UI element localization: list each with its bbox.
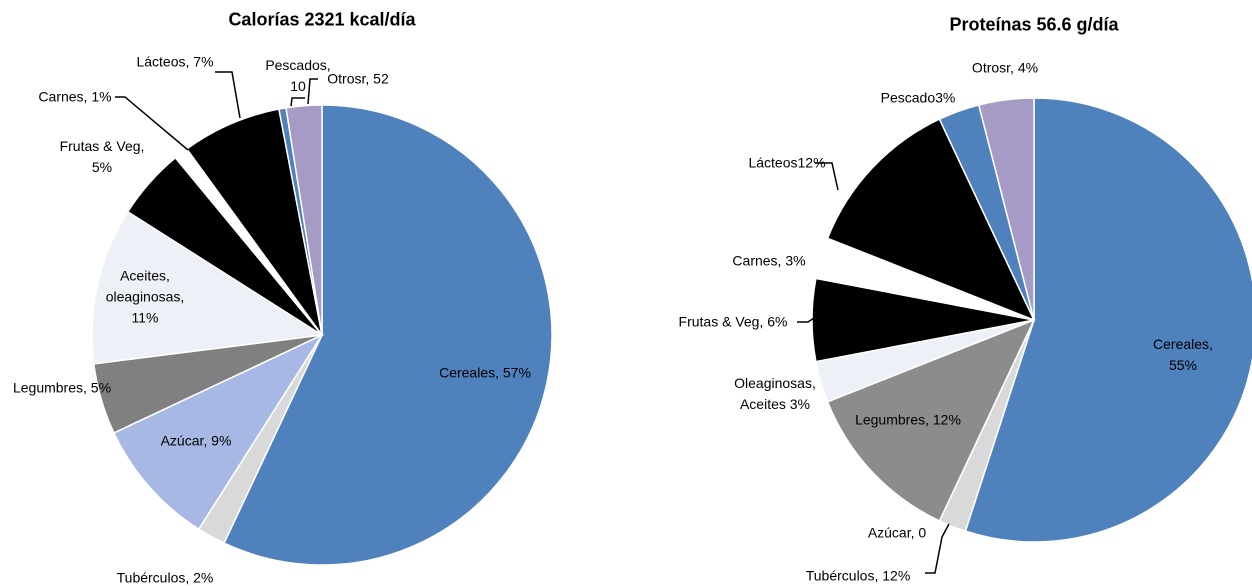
slice xyxy=(285,104,323,336)
slice-label: Lácteos, 7% xyxy=(136,53,214,70)
slice-label: Carnes, 1% xyxy=(38,88,112,105)
leader-line xyxy=(815,162,839,191)
slice-label: Aceites, oleaginosas, 11% xyxy=(105,267,185,326)
slice-label: Azúcar, 9% xyxy=(160,432,232,449)
leader-line xyxy=(115,96,189,151)
slice xyxy=(964,97,1252,543)
slice-label: Lácteos12% xyxy=(748,154,826,171)
slice-label: Tubérculos, 12% xyxy=(805,567,911,584)
slice xyxy=(223,104,553,566)
slice-label: Carnes, 3% xyxy=(732,252,806,269)
leader-line xyxy=(215,71,241,119)
slice-label: Azúcar, 0 xyxy=(867,524,927,541)
chart-title: Calorías 2321 kcal/día xyxy=(228,9,416,30)
slice xyxy=(185,108,323,336)
slice-label: Cereales, 55% xyxy=(1153,336,1213,373)
leader-line xyxy=(307,78,318,105)
slice xyxy=(826,118,1036,322)
slice-label: Pescados, 10 xyxy=(265,57,331,94)
slice-label: Legumbres, 12% xyxy=(855,411,961,428)
slice-label: Pescado3% xyxy=(880,89,956,106)
slice-label: Frutas & Veg, 6% xyxy=(678,313,788,330)
slice-label: Tubérculos, 2% xyxy=(116,569,214,586)
slice-label: Frutas & Veg, 5% xyxy=(59,138,145,175)
slice xyxy=(826,318,1036,522)
leader-line xyxy=(925,523,950,574)
chart-title: Proteínas 56.6 g/día xyxy=(949,14,1119,35)
pie xyxy=(811,97,1252,543)
slice-label: Otrosr, 52 xyxy=(327,70,389,87)
slice xyxy=(112,333,325,531)
leader-line xyxy=(290,97,305,107)
slice-label: Oleaginosas, Aceites 3% xyxy=(734,375,816,412)
leader-line xyxy=(797,317,815,323)
slice-label: Cereales, 57% xyxy=(439,364,531,381)
pie xyxy=(91,104,553,566)
slice-label: Otrosr, 4% xyxy=(971,59,1039,76)
slice-label: Legumbres, 5% xyxy=(12,379,112,396)
slice xyxy=(977,97,1035,321)
slice xyxy=(91,210,325,365)
leader-lines xyxy=(115,71,950,574)
